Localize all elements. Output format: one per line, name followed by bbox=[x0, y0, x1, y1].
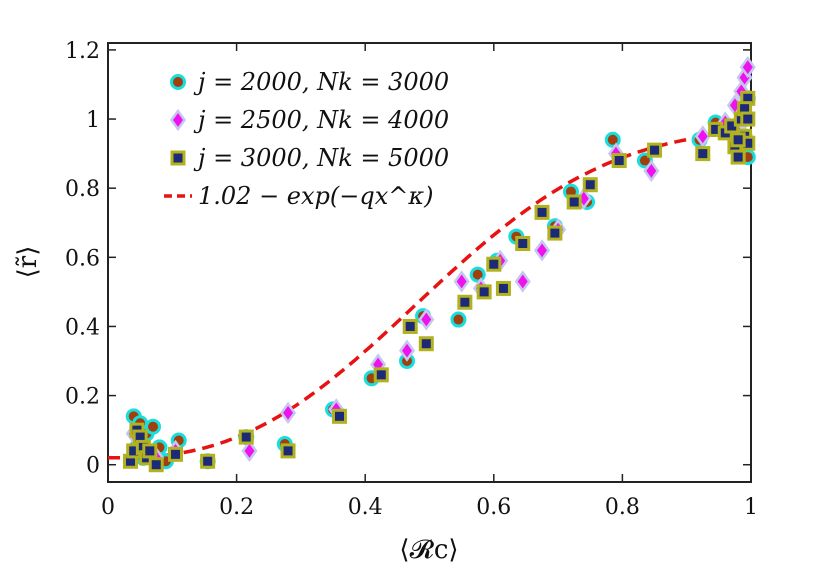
series-1-point bbox=[450, 311, 467, 328]
series-3-point bbox=[418, 336, 434, 352]
legend-label-fit: 1.02 − exp(−qx^κ) bbox=[198, 182, 434, 210]
x-tick-label: 0.8 bbox=[605, 495, 640, 520]
series-3-point bbox=[730, 132, 746, 148]
legend-marker-1 bbox=[170, 74, 186, 90]
series-2-point bbox=[533, 239, 551, 262]
fit-line bbox=[108, 129, 752, 460]
y-tick-label: 0.4 bbox=[65, 315, 100, 340]
series-1-point bbox=[145, 418, 162, 435]
legend-marker-2 bbox=[169, 108, 187, 132]
series-3-point bbox=[740, 111, 756, 127]
series-3-point bbox=[647, 142, 663, 158]
series-3-point bbox=[402, 318, 418, 334]
series-3-point bbox=[331, 408, 347, 424]
series-2-point bbox=[279, 401, 297, 425]
legend-label-3: j = 3000, Nk = 5000 bbox=[193, 144, 449, 172]
series-3-point bbox=[534, 204, 550, 220]
x-tick-label: 0.2 bbox=[219, 495, 254, 520]
series-3-point bbox=[730, 149, 746, 165]
x-tick-label: 0 bbox=[101, 495, 115, 520]
legend-label-1: j = 2000, Nk = 3000 bbox=[193, 68, 449, 96]
y-tick-label: 0.6 bbox=[65, 246, 100, 271]
series-3-point bbox=[486, 256, 502, 272]
series-3-point bbox=[168, 446, 184, 462]
series-2-point bbox=[739, 56, 756, 79]
y-tick-label: 0.8 bbox=[65, 177, 100, 202]
series-2-point bbox=[694, 125, 711, 148]
series-3-point bbox=[695, 146, 711, 162]
fit-curve-layer bbox=[108, 129, 752, 460]
legend-marker-3 bbox=[170, 150, 186, 166]
axis-ticks: 0 0.2 0.4 0.6 0.8 1 0 0.2 0.4 0.6 0.8 1 1.2 bbox=[65, 39, 758, 520]
series-3-point bbox=[373, 367, 389, 383]
series-3-point bbox=[200, 453, 216, 469]
series-2-point bbox=[418, 308, 435, 331]
y-tick-label: 0.2 bbox=[65, 385, 100, 410]
y-tick-label: 1.2 bbox=[65, 39, 100, 64]
series-2-point bbox=[398, 339, 416, 362]
series-3-point bbox=[611, 153, 627, 169]
series-3-point bbox=[582, 177, 598, 193]
series-2-point bbox=[514, 270, 531, 293]
series-2-point bbox=[453, 270, 470, 293]
series-3-point bbox=[238, 429, 254, 445]
series-3-point bbox=[515, 235, 531, 251]
series-3-point bbox=[547, 225, 563, 241]
x-tick-label: 1 bbox=[744, 495, 758, 520]
x-axis-label: ⟨𝓡c⟩ bbox=[399, 535, 458, 565]
series-2-point bbox=[643, 159, 660, 183]
data-points-layer bbox=[123, 56, 756, 473]
x-tick-label: 0.4 bbox=[348, 495, 383, 520]
series-3-point bbox=[148, 457, 164, 473]
y-tick-label: 1 bbox=[86, 108, 100, 133]
series-3-point bbox=[566, 194, 582, 210]
plot-frame bbox=[107, 42, 752, 483]
series-3-point bbox=[495, 280, 511, 296]
series-3-point bbox=[476, 284, 492, 300]
y-axis-label: ⟨r̃⟩ bbox=[13, 246, 43, 279]
x-tick-label: 0.6 bbox=[476, 495, 511, 520]
legend-label-2: j = 2500, Nk = 4000 bbox=[193, 106, 449, 134]
legend: j = 2000, Nk = 3000 j = 2500, Nk = 4000 j … bbox=[164, 68, 449, 210]
y-tick-label: 0 bbox=[86, 454, 100, 479]
series-2-point bbox=[241, 439, 258, 463]
series-3-point bbox=[142, 443, 158, 459]
series-3-point bbox=[457, 294, 473, 310]
series-3-point bbox=[280, 443, 296, 459]
